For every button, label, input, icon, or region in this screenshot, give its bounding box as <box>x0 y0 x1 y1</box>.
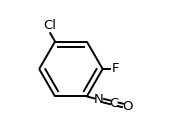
Text: C: C <box>110 97 119 110</box>
Text: N: N <box>94 93 104 106</box>
Text: Cl: Cl <box>44 19 57 32</box>
Text: F: F <box>112 62 119 75</box>
Text: O: O <box>122 100 133 113</box>
